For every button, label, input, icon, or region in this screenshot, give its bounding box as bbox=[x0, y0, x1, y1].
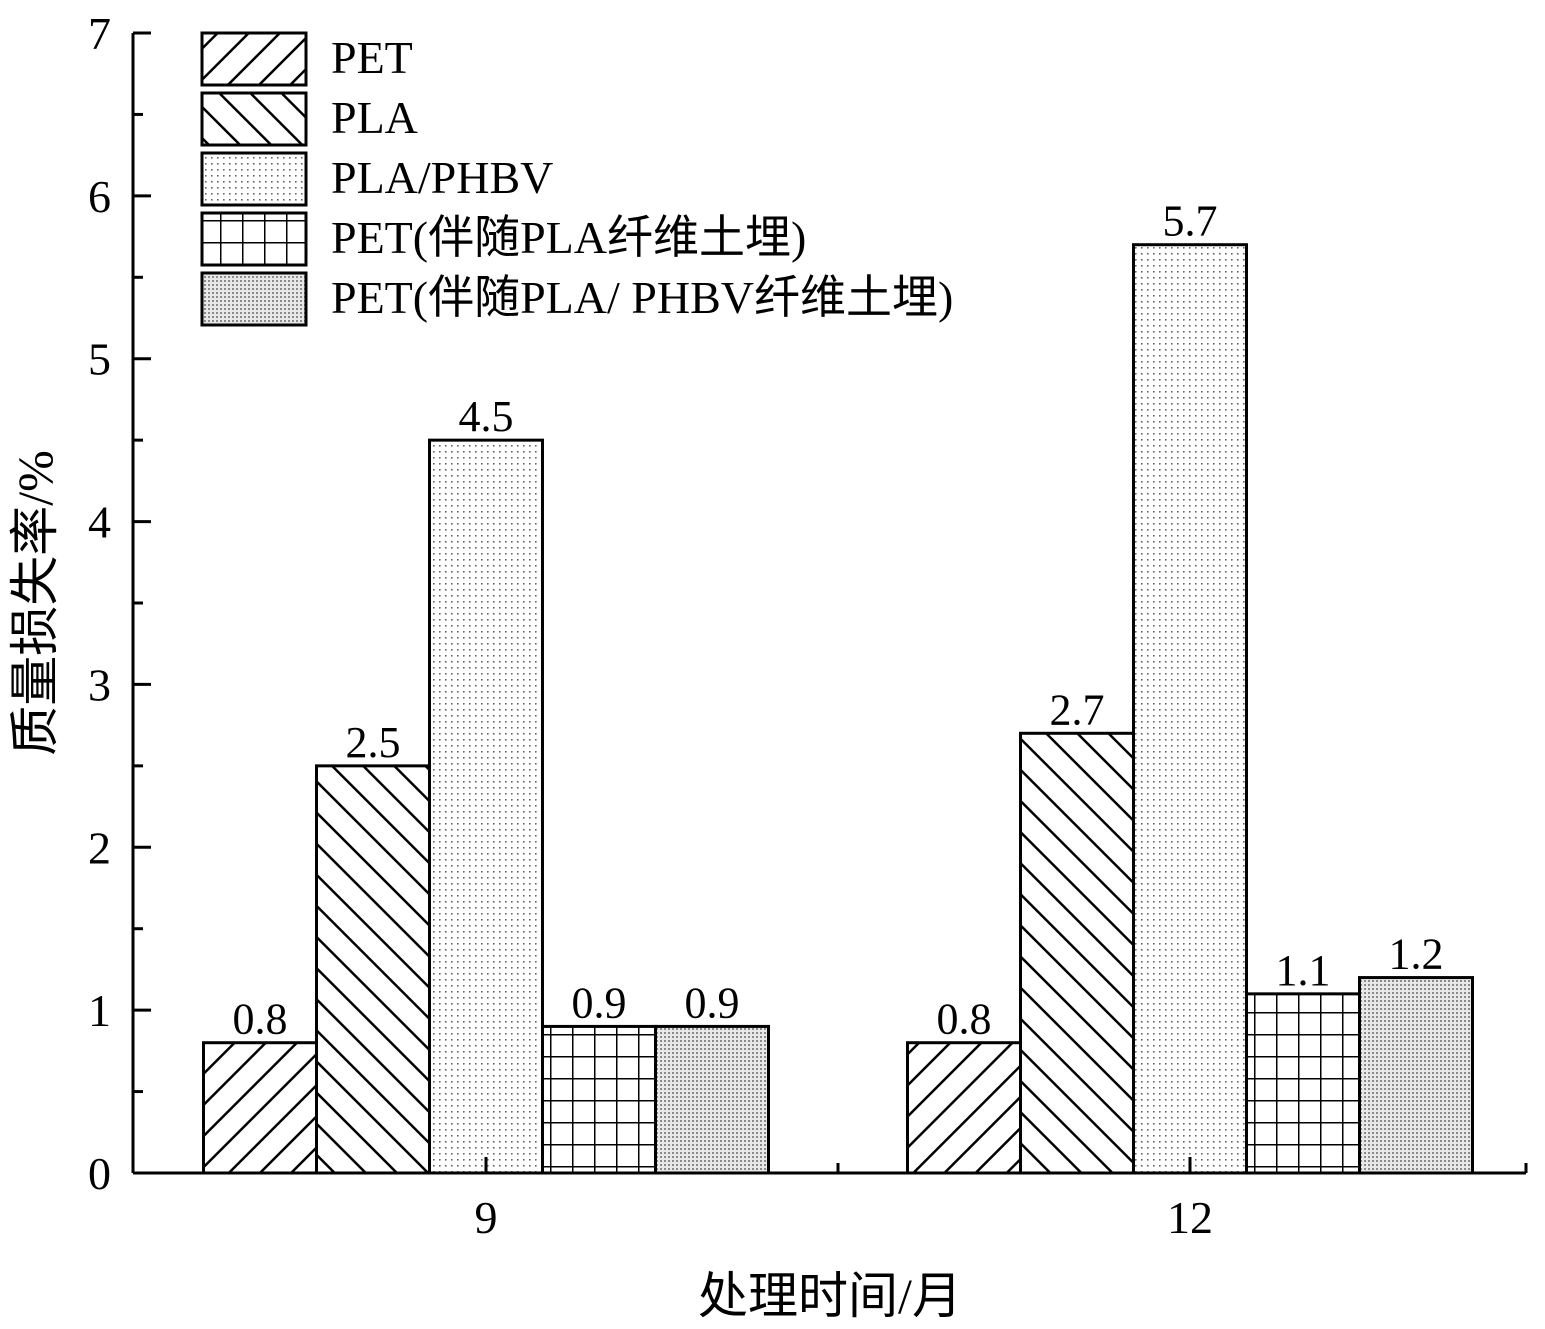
bar-0-1 bbox=[906, 1041, 1022, 1175]
legend-label: PLA/PHBV bbox=[331, 152, 553, 203]
x-tick-label: 9 bbox=[475, 1192, 498, 1243]
legend-swatch bbox=[200, 271, 308, 327]
legend-swatch bbox=[200, 211, 308, 267]
x-axis-title: 处理时间/月 bbox=[698, 1268, 962, 1324]
bar-value-label: 1.1 bbox=[1276, 946, 1331, 995]
legend-swatch bbox=[200, 91, 308, 147]
y-axis-title: 质量损失率/% bbox=[7, 450, 63, 756]
y-tick-label: 4 bbox=[88, 497, 111, 548]
bar-value-label: 2.7 bbox=[1050, 685, 1105, 734]
bar-value-label: 2.5 bbox=[346, 718, 401, 767]
bar-value-label: 5.7 bbox=[1163, 197, 1218, 246]
legend-label: PLA bbox=[331, 92, 418, 143]
bar-value-label: 0.9 bbox=[572, 978, 627, 1027]
legend: PET PLA PLA/PHBV PET(伴随PLA纤维土埋) PET(伴随PLA/ P… bbox=[200, 31, 953, 327]
legend-swatch bbox=[200, 151, 308, 207]
bar-value-label: 0.9 bbox=[685, 978, 740, 1027]
bar-value-label: 0.8 bbox=[937, 995, 992, 1044]
bar-value-label: 4.5 bbox=[459, 392, 514, 441]
y-tick-label: 0 bbox=[88, 1148, 111, 1199]
bar-1-0 bbox=[315, 764, 431, 1175]
y-tick-label: 2 bbox=[88, 822, 111, 873]
legend-label: PET(伴随PLA纤维土埋) bbox=[331, 212, 806, 263]
bar-0-0 bbox=[202, 1041, 318, 1175]
bar-2-0 bbox=[428, 438, 544, 1175]
y-tick-label: 6 bbox=[88, 171, 111, 222]
legend-label: PET(伴随PLA/ PHBV纤维土埋) bbox=[331, 272, 953, 323]
y-tick-label: 3 bbox=[88, 659, 111, 710]
bar-4-0 bbox=[654, 1024, 770, 1175]
bar-value-label: 1.2 bbox=[1389, 930, 1444, 979]
bar-2-1 bbox=[1132, 243, 1248, 1175]
bar-3-1 bbox=[1245, 992, 1361, 1175]
bars-group bbox=[202, 243, 1474, 1175]
legend-label: PET bbox=[331, 32, 413, 83]
bar-labels-group: 0.8 2.5 4.5 0.9 0.9 0.8 2.7 5.7 1.1 1.2 bbox=[233, 197, 1444, 1044]
y-tick-label: 5 bbox=[88, 334, 111, 385]
bar-3-0 bbox=[541, 1024, 657, 1175]
legend-swatch bbox=[200, 31, 308, 87]
bar-value-label: 0.8 bbox=[233, 995, 288, 1044]
y-tick-label: 7 bbox=[88, 8, 111, 59]
x-tick-label: 12 bbox=[1167, 1192, 1213, 1243]
bar-1-1 bbox=[1019, 731, 1135, 1175]
bar-4-1 bbox=[1358, 976, 1474, 1175]
y-tick-label: 1 bbox=[88, 985, 111, 1036]
